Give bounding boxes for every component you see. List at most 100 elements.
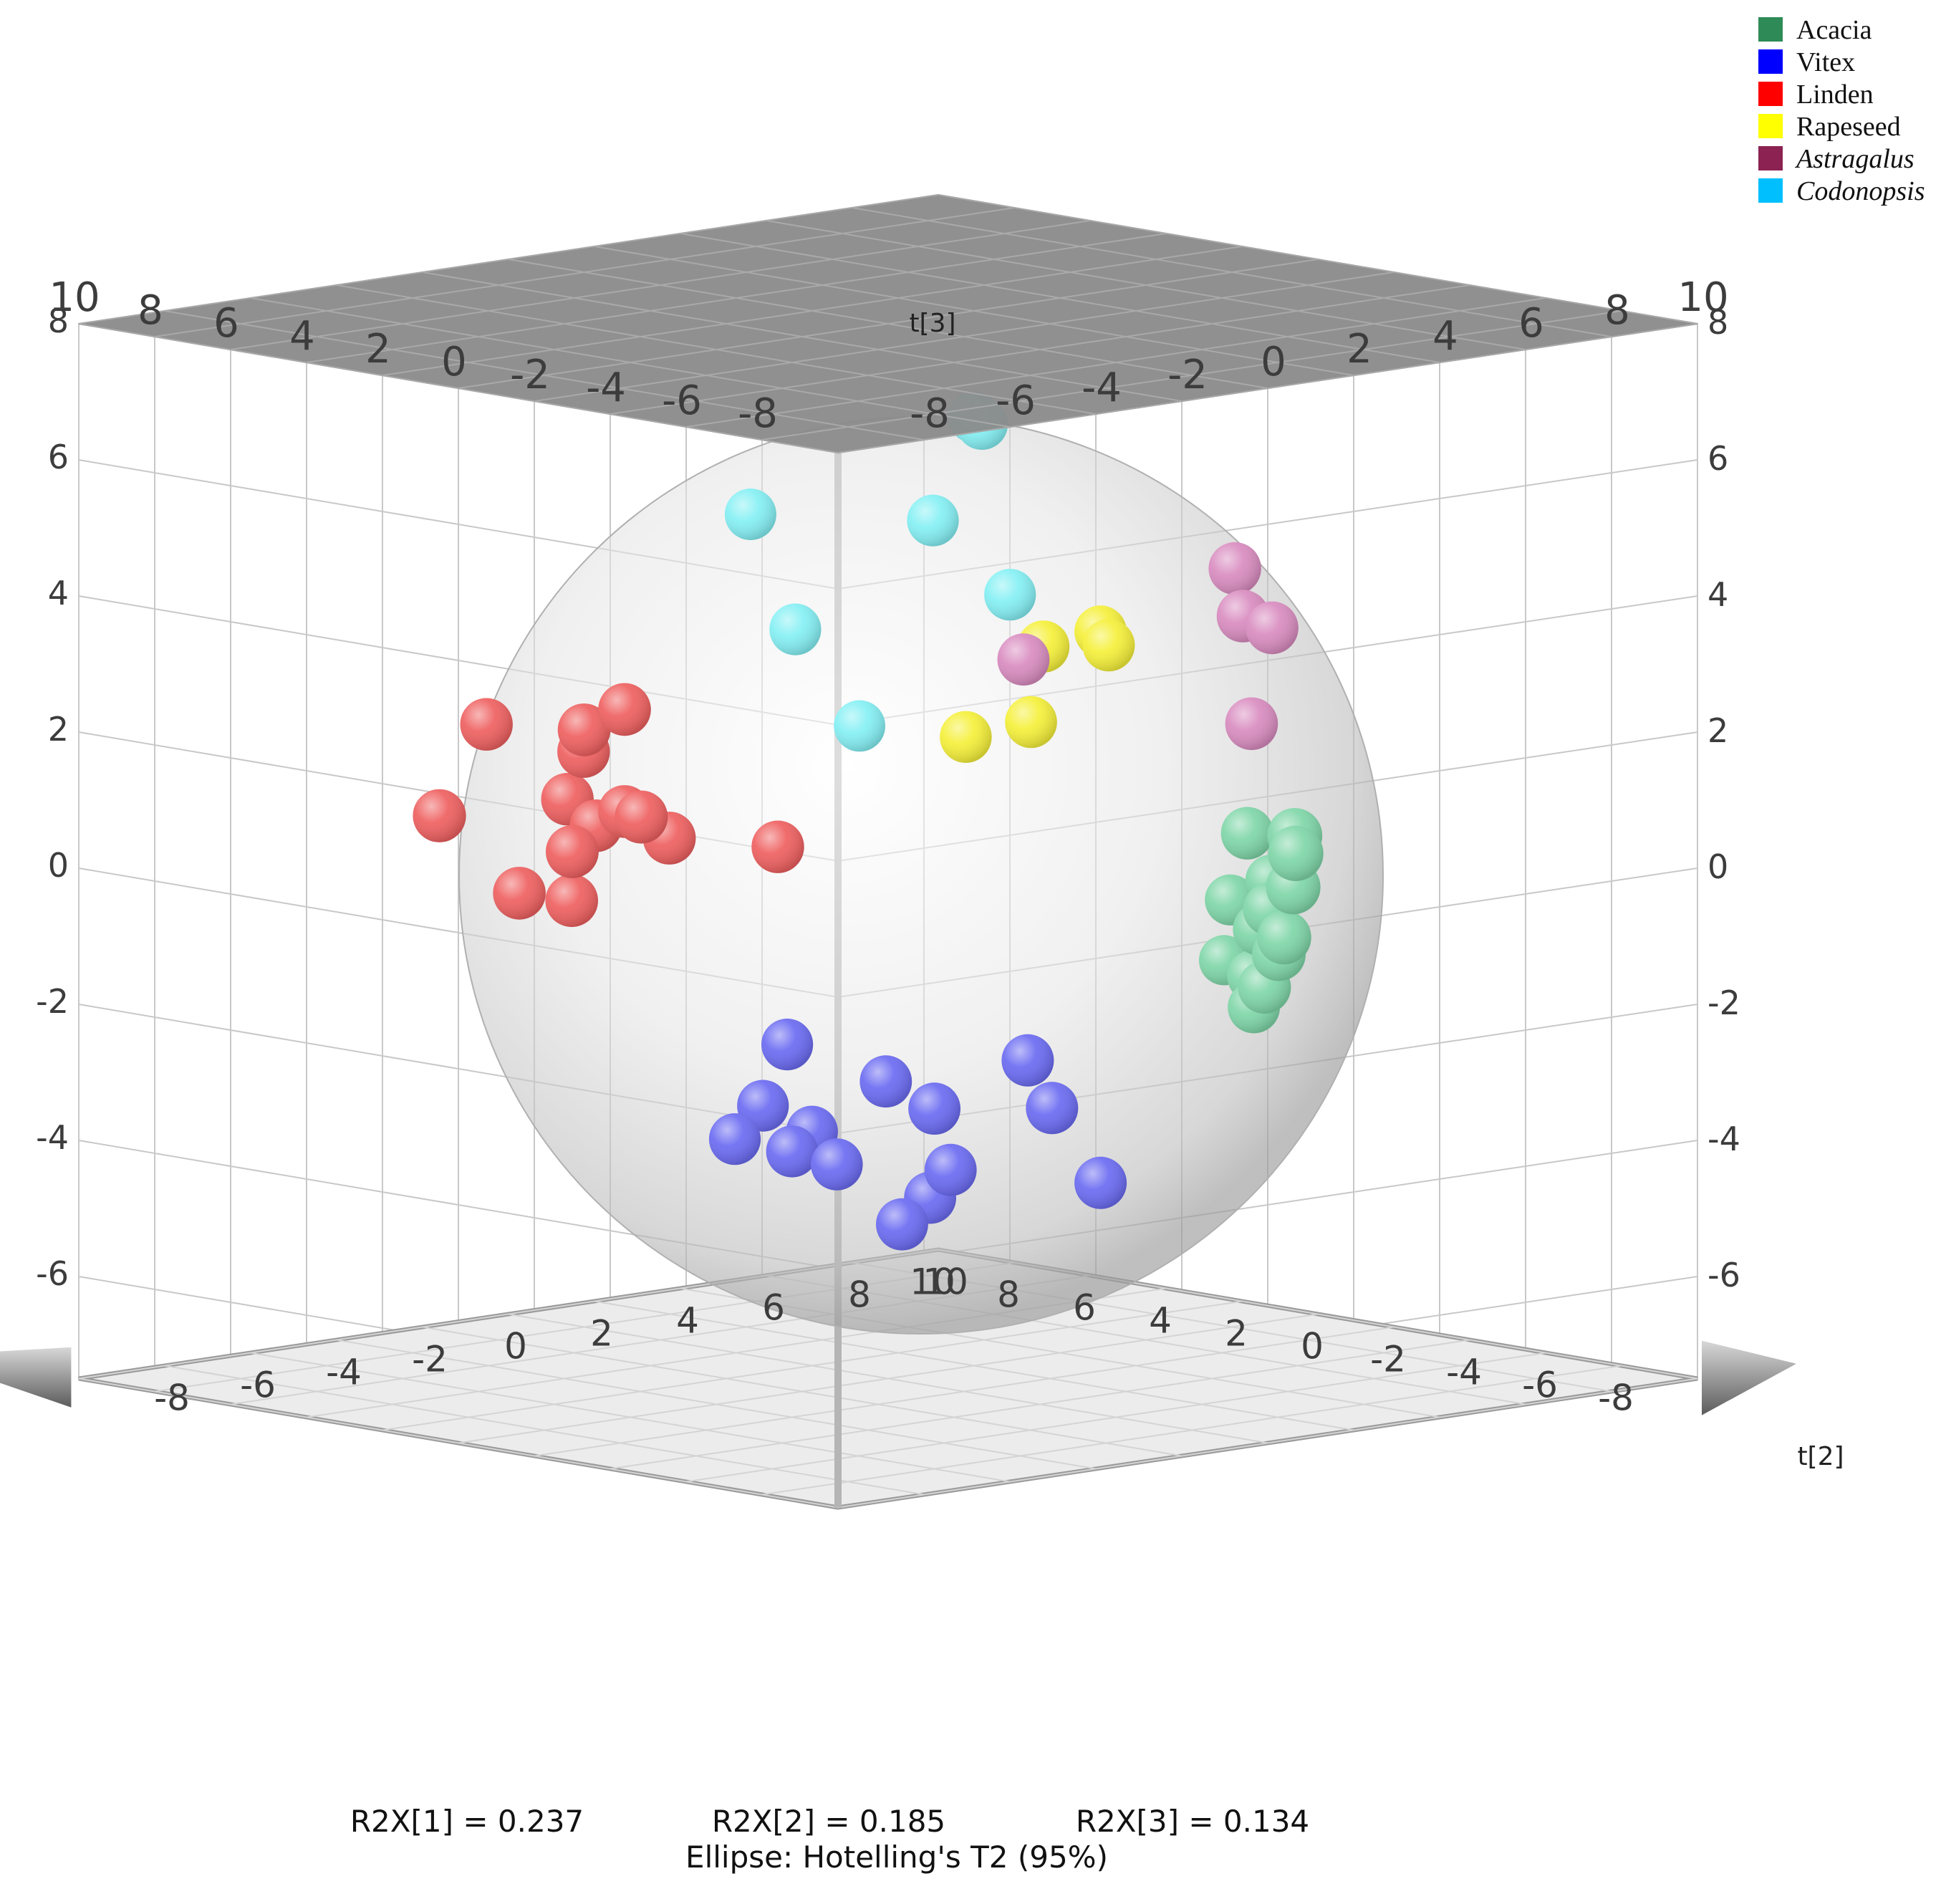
ceiling-plane [78, 193, 1698, 454]
tick-label: 10 [923, 1261, 968, 1303]
point-shading [876, 1198, 928, 1251]
tick-label: 10 [49, 274, 100, 321]
point-shading [1074, 1156, 1127, 1209]
tick-label: 2 [1347, 326, 1372, 372]
r2x3-annotation: R2X[3] = 0.134 [1076, 1804, 1309, 1839]
tick-label: -4 [1708, 1120, 1740, 1158]
t1-axis-arrow [0, 1347, 72, 1408]
ceiling-grid-line [78, 194, 939, 324]
tick-label: -8 [910, 390, 950, 437]
legend-swatch-acacia [1758, 17, 1783, 42]
r2x2-annotation: R2X[2] = 0.185 [712, 1804, 945, 1839]
tick-label: 8 [48, 302, 69, 340]
t2-axis-label: t[2] [1797, 1442, 1844, 1471]
tick-label: 0 [1708, 847, 1728, 886]
tick-label: -2 [1708, 984, 1740, 1022]
legend-label-linden: Linden [1796, 80, 1874, 110]
tick-label: 0 [504, 1326, 527, 1367]
legend-label-codonopsis: Codonopsis [1796, 176, 1925, 206]
floor-grid-line [508, 1313, 1268, 1444]
ceiling-grid-line [680, 233, 1440, 363]
point-shading [1001, 1034, 1054, 1087]
point-shading [1082, 619, 1135, 672]
point-shading [557, 703, 611, 756]
point-shading [1026, 1082, 1079, 1135]
tick-label: 2 [365, 326, 391, 372]
tick-label: 4 [1708, 575, 1728, 614]
tick-label: 4 [676, 1300, 699, 1342]
axis-arrows [0, 1340, 1796, 1415]
point-shading [460, 698, 513, 751]
t2-axis-arrow [1702, 1340, 1796, 1415]
ceiling-grid-line [508, 259, 1268, 389]
point-shading [493, 867, 546, 920]
tick-label: -4 [586, 365, 626, 411]
legend-label-acacia: Acacia [1796, 15, 1872, 45]
point-shading [766, 1125, 819, 1178]
tick-label: -8 [154, 1377, 190, 1419]
tick-label: -6 [1522, 1365, 1558, 1406]
tick-label: -2 [412, 1339, 448, 1380]
tick-label: -4 [1446, 1352, 1482, 1393]
tick-label: -2 [510, 352, 550, 398]
legend: AcaciaVitexLindenRapeseedAstragalusCodon… [1758, 15, 1925, 206]
point-shading [834, 700, 885, 752]
point-shading [1208, 542, 1261, 595]
tick-label: 0 [1261, 339, 1286, 385]
tick-label: 10 [910, 1261, 955, 1303]
point-shading [908, 1082, 960, 1135]
r2x1-annotation: R2X[1] = 0.237 [350, 1804, 584, 1839]
tick-label: 6 [213, 300, 239, 347]
tick-label: -6 [662, 378, 702, 424]
legend-swatch-astragalus [1758, 146, 1783, 170]
ceiling-grid-line [766, 220, 1526, 350]
legend-swatch-codonopsis [1758, 178, 1783, 203]
legend-label-rapeseed: Rapeseed [1796, 112, 1901, 142]
tick-label: 6 [48, 438, 69, 476]
point-shading [724, 489, 776, 540]
ceiling-grid-line [852, 207, 1612, 337]
legend-label-astragalus: Astragalus [1794, 144, 1914, 174]
tick-label: 8 [138, 287, 163, 334]
score-points [413, 391, 1324, 1251]
point-shading [997, 633, 1050, 686]
point-shading [940, 711, 992, 763]
floor-grid-line [382, 1300, 1243, 1431]
ceiling-grid-line [230, 220, 1091, 350]
tick-label: 10 [1677, 274, 1728, 321]
floor-grid-line [594, 1300, 1354, 1431]
point-shading [1220, 807, 1274, 860]
tick-label: 2 [590, 1313, 613, 1355]
tick-label: 2 [1708, 711, 1728, 750]
legend-swatch-linden [1758, 82, 1783, 106]
tick-label: 8 [1708, 303, 1728, 342]
ceiling-grid-line [154, 207, 1015, 337]
tick-label: 8 [1604, 287, 1630, 334]
point-shading [1246, 601, 1299, 655]
tick-label: -2 [1167, 352, 1208, 398]
tick-label: -6 [240, 1365, 276, 1406]
point-shading [859, 1055, 912, 1108]
tick-label: -8 [738, 390, 778, 437]
tick-label: -4 [36, 1118, 69, 1157]
point-shading [984, 569, 1036, 621]
tick-label: 4 [1149, 1300, 1172, 1342]
tick-label: 4 [289, 313, 315, 360]
point-shading [1225, 697, 1278, 751]
ceiling-grid-line [938, 194, 1698, 324]
tick-label: -4 [1082, 365, 1122, 411]
point-shading [546, 825, 599, 878]
tick-label: -6 [1708, 1256, 1740, 1294]
point-shading [545, 874, 598, 928]
tick-label: 2 [48, 710, 69, 749]
tick-label: 4 [48, 574, 69, 612]
tick-label: -8 [1598, 1377, 1634, 1419]
ellipse-annotation: Ellipse: Hotelling's T2 (95%) [685, 1840, 1108, 1875]
legend-swatch-rapeseed [1758, 114, 1783, 138]
t3-axis-label: t[3] [909, 309, 955, 338]
tick-label: 0 [1301, 1326, 1324, 1367]
tick-label: -2 [36, 982, 69, 1021]
point-shading [751, 820, 804, 873]
tick-label: -2 [1370, 1339, 1406, 1380]
